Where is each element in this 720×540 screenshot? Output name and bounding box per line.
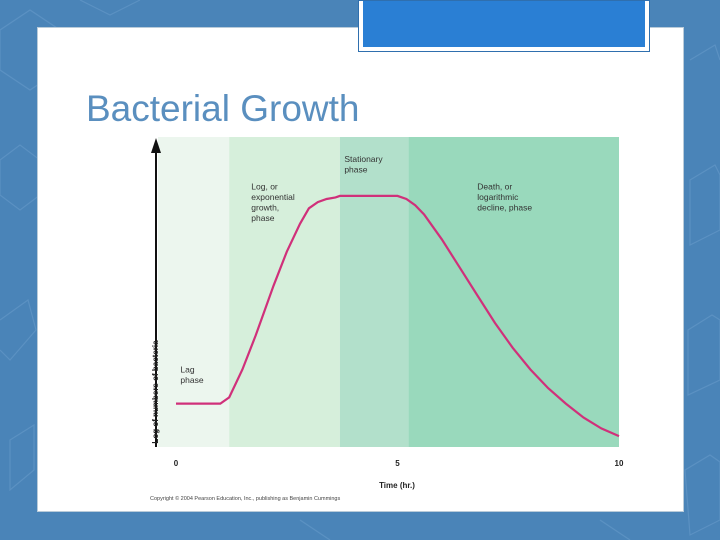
growth-curve-line [176,194,620,438]
x-axis-label: Time (hr.) [379,481,415,490]
copyright-text: Copyright © 2004 Pearson Education, Inc.… [150,495,340,502]
phase-label-line: Lag [180,365,194,375]
x-tick-label: 10 [615,459,624,468]
phase-label-line: decline, phase [477,203,532,213]
y-axis-label: Log of numbers of bacteria [151,340,160,444]
phase-band-lag [158,137,230,447]
phase-label-line: Stationary [344,154,383,164]
phase-label-line: logarithmic [477,192,519,202]
accent-box [358,0,650,52]
phase-label-line: Death, or [477,182,512,192]
phase-label-death: Death, or logarithmic decline, phase [477,182,532,213]
phase-label-line: phase [180,375,203,385]
phase-band-stationary [339,137,409,447]
phase-label-line: exponential [251,192,295,202]
phase-label-stationary: Stationary phase [344,154,383,175]
accent-box-fill [363,1,645,47]
phase-label-lag: Lag phase [180,365,203,386]
y-axis-arrowhead [151,138,161,153]
phase-band-log [229,137,340,447]
x-tick-label: 5 [395,459,400,468]
slide-title: Bacterial Growth [86,88,360,129]
x-tick-label: 0 [174,459,179,468]
phase-label-log: Log, or exponential growth, phase [251,182,295,224]
phase-label-line: growth, [251,203,279,213]
phase-band-death [408,137,619,447]
phase-label-line: Log, or [251,182,278,192]
phase-label-line: phase [344,164,367,174]
phase-label-line: phase [251,213,274,223]
